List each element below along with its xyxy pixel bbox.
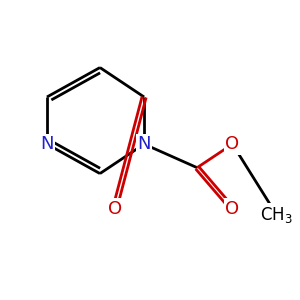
Text: O: O — [225, 200, 239, 218]
Text: CH$_3$: CH$_3$ — [260, 205, 293, 225]
Text: N: N — [40, 135, 54, 153]
Text: O: O — [108, 200, 122, 218]
Text: O: O — [225, 135, 239, 153]
Text: N: N — [137, 135, 151, 153]
